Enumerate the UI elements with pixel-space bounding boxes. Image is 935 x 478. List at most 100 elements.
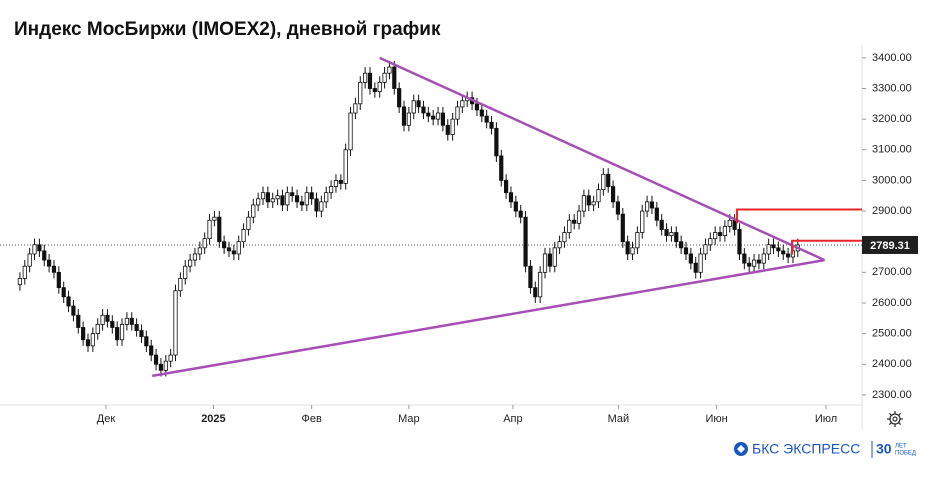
candle-body	[56, 271, 61, 289]
candle-body	[445, 124, 450, 135]
candle-body	[688, 253, 693, 264]
y-tick-label: 3000.00	[872, 174, 912, 186]
candle-body	[761, 253, 766, 264]
settings-icon[interactable]	[887, 411, 903, 427]
y-tick-label: 2900.00	[872, 205, 912, 217]
y-tick-label: 2300.00	[872, 389, 912, 401]
candle-body	[372, 88, 377, 92]
candle-body	[192, 253, 198, 261]
candle-body	[601, 173, 606, 191]
candle-body	[596, 189, 601, 203]
candle-body	[435, 112, 441, 120]
y-tick-label: 2600.00	[872, 297, 912, 309]
candle-body	[95, 324, 100, 335]
y-tick-label: 2500.00	[872, 328, 912, 340]
candle-body	[771, 244, 776, 249]
x-tick-label: Июл	[815, 413, 837, 425]
candle-body	[518, 210, 523, 218]
candle-body	[610, 186, 616, 203]
candle-body	[309, 192, 314, 200]
candle-body	[178, 278, 183, 292]
candle-body	[27, 253, 32, 267]
candle-body	[640, 210, 645, 233]
candle-body	[275, 195, 280, 200]
last-price-label: 2789.31	[870, 240, 910, 252]
candle-body	[382, 72, 387, 83]
candle-body	[270, 198, 275, 203]
candle-body	[625, 241, 630, 255]
candle-body	[105, 314, 110, 322]
candle-body	[76, 314, 81, 328]
candle-body	[42, 250, 47, 261]
candle-body	[22, 265, 27, 279]
motto: ЛЕТ	[895, 444, 907, 450]
last-price-box	[862, 235, 918, 254]
candle-body	[158, 363, 164, 371]
candle-body	[260, 192, 266, 200]
candle-body	[212, 216, 217, 221]
candle-body	[406, 112, 411, 126]
candle-body	[285, 192, 290, 206]
candle-body	[693, 262, 698, 273]
candle-body	[119, 324, 125, 341]
candle-body	[669, 232, 674, 236]
candle-body	[674, 232, 679, 243]
candle-body	[299, 201, 305, 206]
candle-body	[66, 296, 71, 307]
candle-body	[523, 216, 528, 267]
y-tick-label: 3200.00	[872, 113, 912, 125]
candle-body	[358, 81, 363, 105]
candle-body	[781, 250, 786, 255]
candle-body	[183, 265, 188, 279]
candle-body	[124, 317, 129, 325]
level-line	[736, 208, 862, 224]
candle-body	[304, 192, 309, 206]
x-tick-label: Июн	[706, 413, 728, 425]
candle-body	[737, 229, 742, 255]
candle-body	[134, 324, 139, 331]
candle-body	[265, 192, 270, 203]
candle-body	[115, 327, 120, 341]
candle-body	[222, 241, 227, 249]
candle-body	[567, 219, 572, 233]
candle-body	[649, 201, 655, 209]
candle-body	[576, 210, 582, 224]
candle-body	[679, 241, 684, 249]
candle-body	[426, 112, 431, 117]
candle-body	[572, 219, 577, 224]
candle-body	[431, 115, 436, 120]
candle-body	[450, 118, 455, 135]
candle-body	[547, 253, 552, 267]
candle-body	[173, 290, 178, 356]
y-tick-label: 2700.00	[872, 266, 912, 278]
candle-body	[620, 213, 625, 243]
candle-body	[786, 253, 791, 258]
candle-body	[280, 195, 285, 206]
x-tick-label: 2025	[201, 413, 225, 425]
candle-body	[51, 265, 57, 273]
candle-body	[508, 192, 514, 203]
y-tick-label: 3100.00	[872, 144, 912, 156]
candle-body	[324, 192, 329, 203]
years: 30	[876, 441, 892, 457]
candle-body	[290, 192, 295, 197]
candle-body	[231, 250, 236, 255]
y-tick-label: 2400.00	[872, 358, 912, 370]
candle-body	[552, 247, 557, 267]
candle-body	[149, 345, 154, 356]
brand: БКС ЭКСПРЕСС	[752, 441, 860, 457]
candle-body	[591, 201, 596, 206]
candle-body	[397, 88, 402, 108]
candle-body	[494, 127, 499, 157]
candle-body	[538, 271, 543, 298]
candle-body	[207, 219, 212, 240]
y-tick-label: 3300.00	[872, 82, 912, 94]
candle-body	[645, 201, 650, 212]
candle-body	[479, 109, 484, 117]
candle-body	[460, 100, 465, 108]
candle-body	[71, 305, 76, 316]
candle-body	[528, 265, 533, 289]
candle-body	[489, 121, 494, 129]
candle-body	[343, 149, 348, 184]
candles	[17, 60, 800, 377]
